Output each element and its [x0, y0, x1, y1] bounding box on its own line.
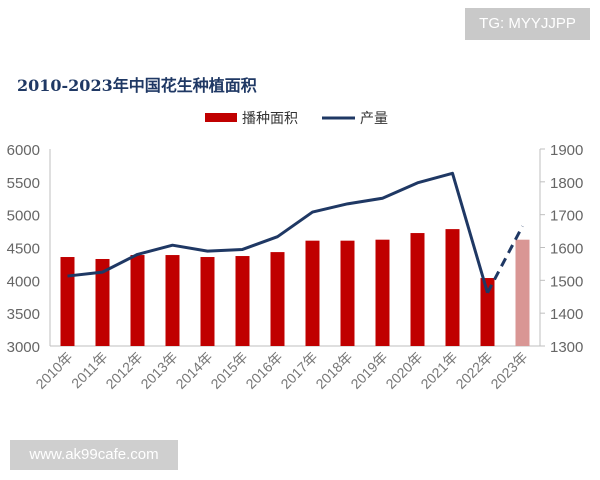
right-tick-label: 1500	[550, 273, 583, 290]
right-tick-label: 1400	[550, 306, 583, 323]
legend-bar-label: 播种面积	[242, 111, 298, 127]
x-tick-label: 2011年	[68, 349, 111, 392]
left-tick-label: 5000	[7, 208, 40, 225]
left-tick-label: 4500	[7, 241, 40, 258]
bar-2013年	[165, 255, 180, 346]
right-tick-label: 1700	[550, 208, 583, 225]
left-tick-label: 5500	[7, 175, 40, 192]
x-tick-label: 2018年	[312, 349, 355, 392]
left-tick-label: 6000	[7, 142, 40, 159]
watermark-bottom: www.ak99cafe.com	[10, 440, 178, 470]
left-tick-label: 4000	[7, 273, 40, 290]
bar-2010年	[60, 257, 75, 346]
legend-bar-swatch	[205, 113, 237, 122]
bar-2018年	[340, 240, 355, 346]
bar-2012年	[130, 255, 145, 346]
bar-2023年	[515, 239, 530, 346]
x-tick-label: 2017年	[277, 349, 320, 392]
x-tick-label: 2013年	[137, 349, 180, 392]
x-tick-label: 2012年	[102, 349, 145, 392]
x-tick-label: 2020年	[382, 349, 425, 392]
bar-2019年	[375, 239, 390, 346]
production-line-projected	[486, 225, 524, 294]
watermark-top: TG: MYYJJPP	[465, 8, 590, 40]
right-tick-label: 1900	[550, 142, 583, 159]
x-tick-label: 2016年	[242, 349, 285, 392]
right-tick-label: 1300	[550, 339, 583, 356]
right-tick-label: 1600	[550, 241, 583, 258]
bar-2021年	[445, 229, 460, 346]
bar-2011年	[95, 258, 110, 346]
x-tick-label: 2023年	[487, 349, 530, 392]
left-tick-label: 3000	[7, 339, 40, 356]
left-tick-label: 3500	[7, 306, 40, 323]
chart-title: 2010-2023年中国花生种植面积	[17, 76, 257, 95]
bar-2022年	[480, 278, 495, 346]
bar-2016年	[270, 252, 285, 346]
bar-2020年	[410, 233, 425, 346]
bar-2017年	[305, 240, 320, 346]
x-tick-label: 2021年	[417, 349, 460, 392]
x-tick-label: 2014年	[172, 349, 215, 392]
x-tick-label: 2022年	[452, 349, 495, 392]
right-tick-label: 1800	[550, 175, 583, 192]
bar-2014年	[200, 257, 215, 346]
bar-2015年	[235, 256, 250, 346]
x-tick-label: 2015年	[207, 349, 250, 392]
x-tick-label: 2019年	[347, 349, 390, 392]
legend: 播种面积 产量	[205, 111, 388, 127]
legend-line-label: 产量	[360, 111, 388, 127]
